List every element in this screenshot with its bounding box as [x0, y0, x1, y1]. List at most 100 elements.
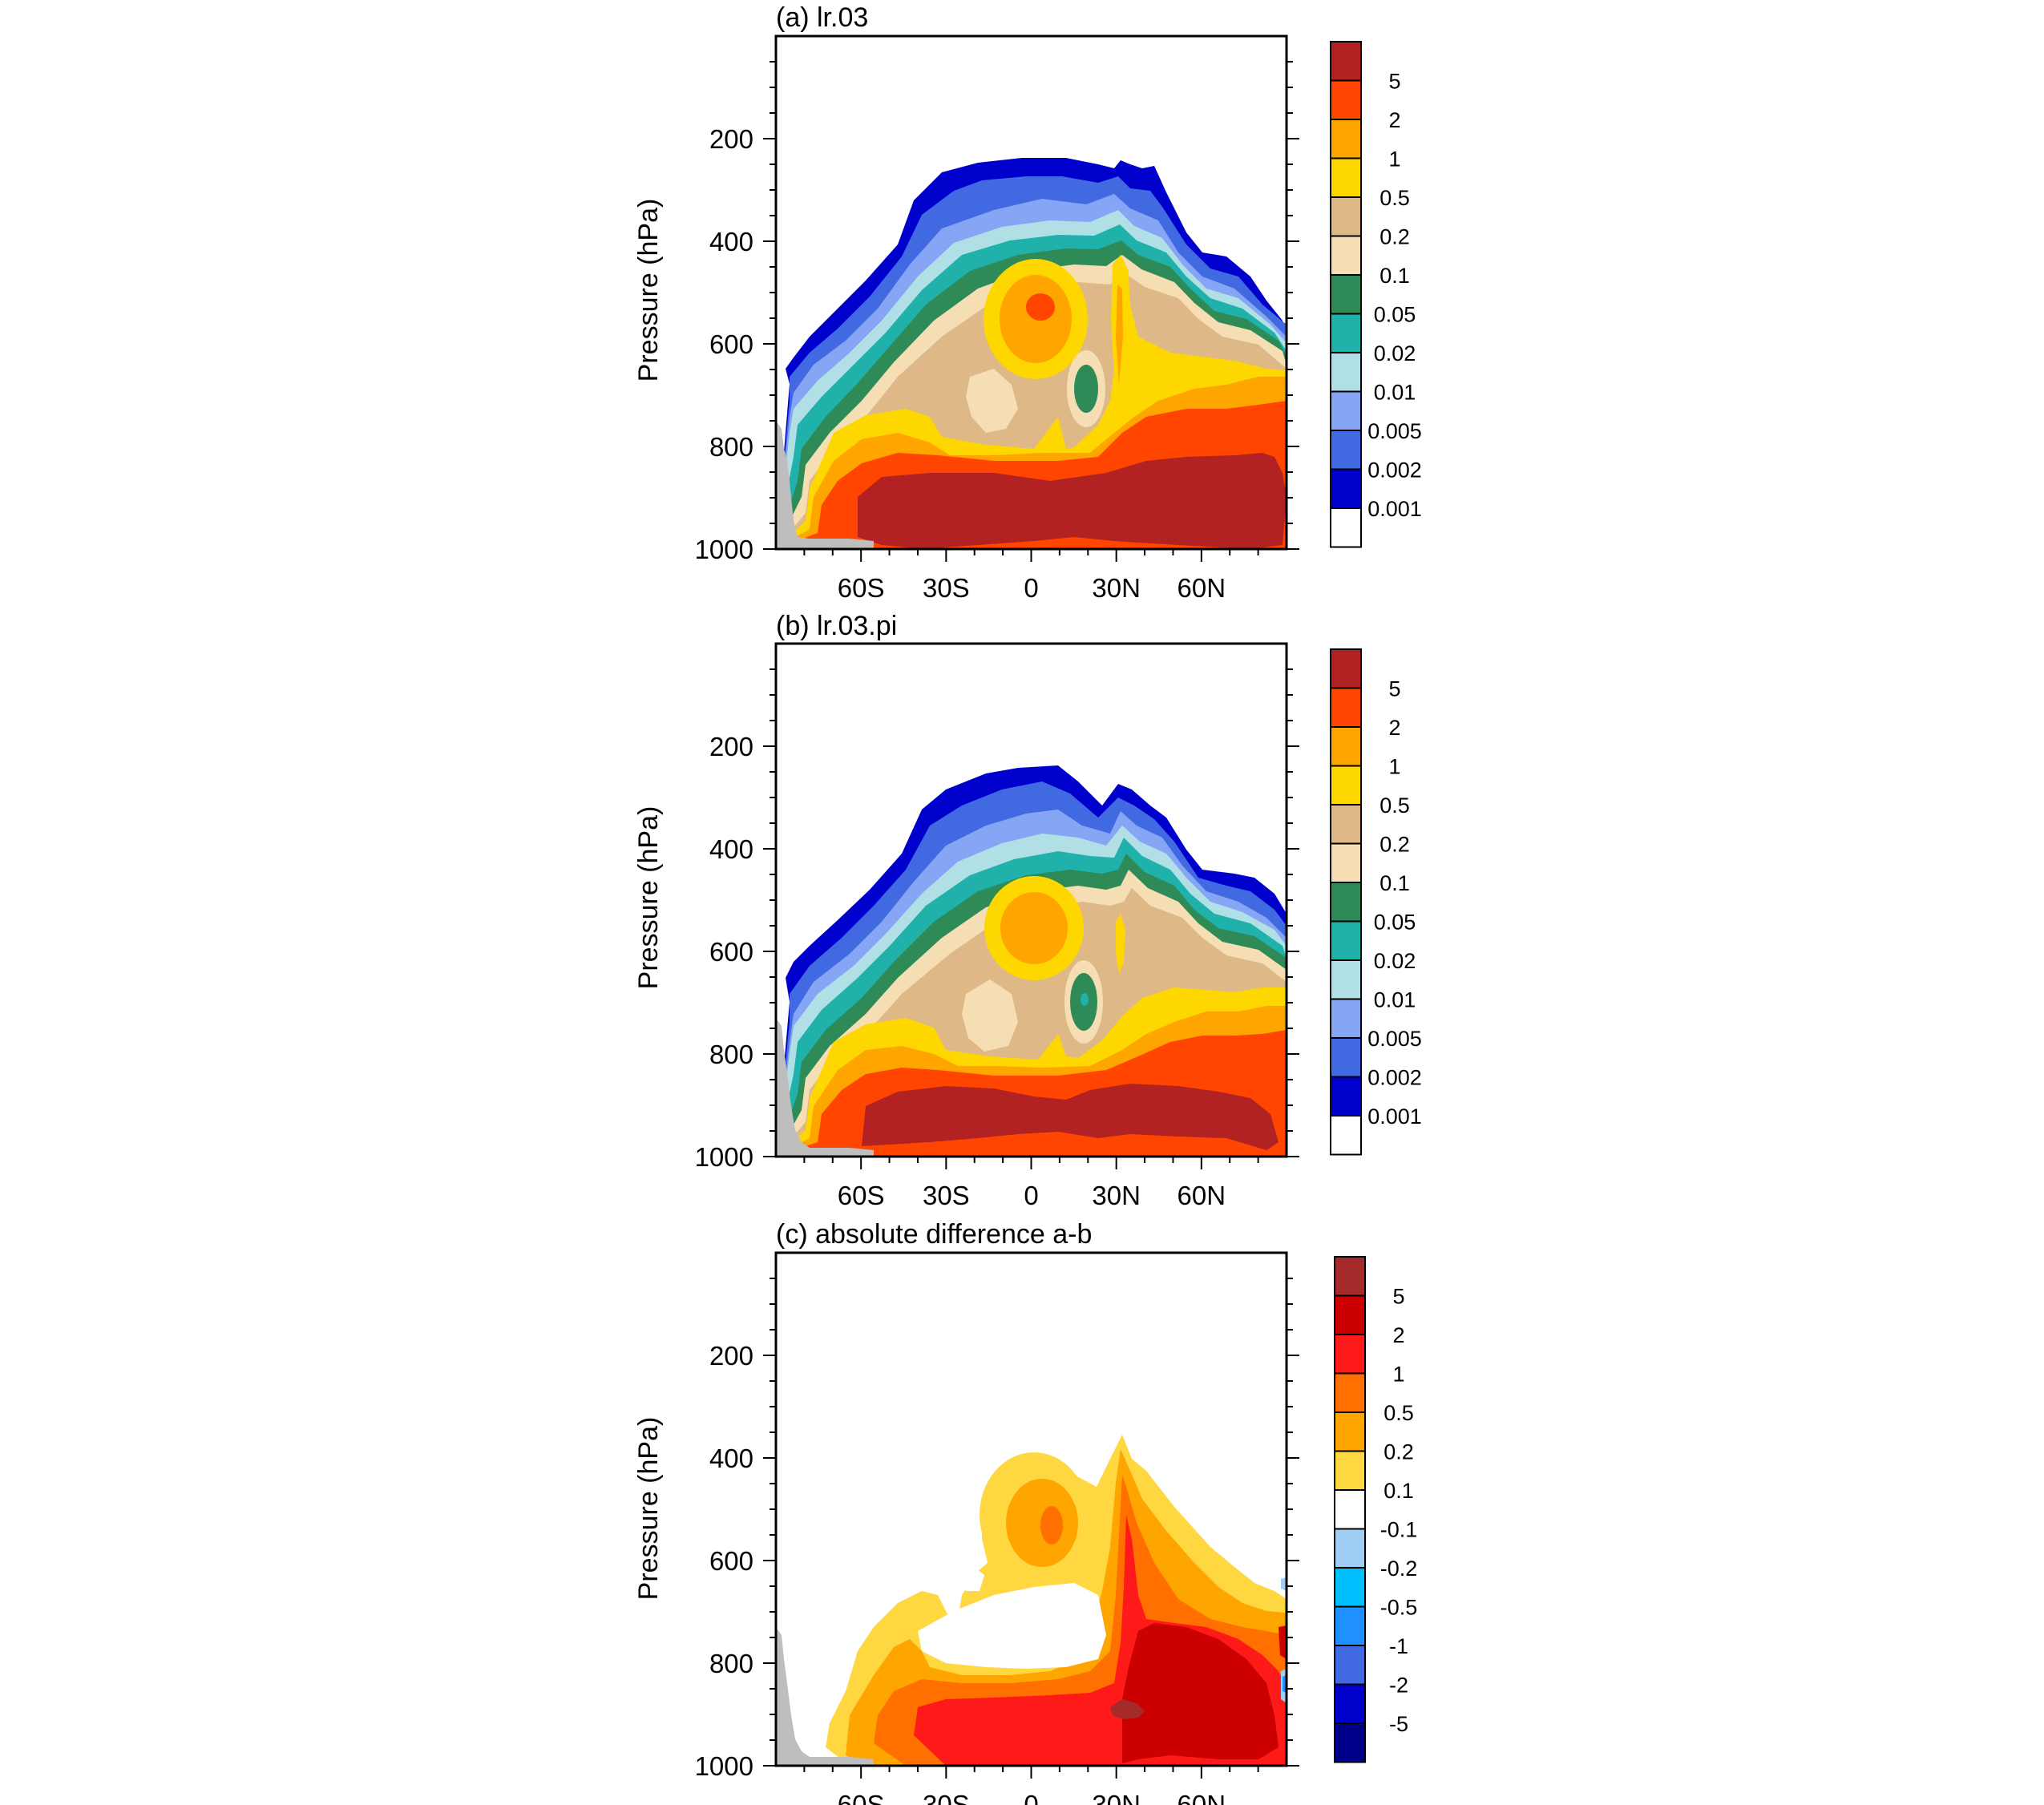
colorbar-b-box-11 — [1330, 1076, 1362, 1117]
colorbar-a-label-0: 5 — [1388, 70, 1400, 94]
field-b-eq-band-1 — [1000, 892, 1068, 964]
field-c-2 — [1122, 1623, 1279, 1763]
ytick-label-a-600: 600 — [709, 329, 753, 359]
topography-a — [776, 421, 874, 549]
colorbar-c-label-1: 2 — [1392, 1323, 1404, 1347]
ytick-label-a-800: 800 — [709, 432, 753, 462]
ytick-label-c-1000: 1000 — [695, 1751, 753, 1781]
colorbar-b-label-2: 1 — [1388, 755, 1400, 779]
colorbar-c-label-10: -2 — [1389, 1674, 1408, 1698]
colorbar-b-label-10: 0.002 — [1367, 1066, 1422, 1090]
colorbar-c-box-0 — [1334, 1256, 1366, 1297]
field-c-polar-red — [1279, 1625, 1287, 1659]
colorbar-a-label-11: 0.001 — [1367, 497, 1422, 521]
xtick-label-a-30N: 30N — [1092, 573, 1141, 603]
colorbar-c-box-2 — [1334, 1334, 1366, 1375]
ytick-label-a-400: 400 — [709, 227, 753, 256]
colorbar-a-label-9: 0.005 — [1367, 419, 1422, 443]
topography-b — [776, 1018, 874, 1157]
colorbar-c: 5 2 1 0.5 0.2 0.1 -0.1 -0.2 -0.5 -1 -2 -5 — [1334, 1256, 1418, 1763]
colorbar-a-label-3: 0.5 — [1379, 186, 1410, 210]
colorbar-c-box-3 — [1334, 1372, 1366, 1413]
colorbar-a-label-1: 2 — [1388, 108, 1400, 132]
colorbar-b-box-5 — [1330, 842, 1362, 883]
ytick-label-c-200: 200 — [709, 1341, 753, 1371]
panel-b-field — [776, 644, 1287, 1157]
panel-b: (b) lr.03.pi Pressure (hPa) — [633, 611, 1288, 1158]
field-a-plume-inner — [1116, 285, 1123, 385]
panel-c: (c) absolute difference a-b Pressure (hP… — [633, 1219, 1288, 1767]
colorbar-a-box-5 — [1330, 235, 1362, 276]
colorbar-c-box-7 — [1334, 1528, 1366, 1569]
colorbar-c-box-4 — [1334, 1411, 1366, 1452]
xtick-label-c-60N: 60N — [1178, 1790, 1226, 1805]
colorbar-c-box-9 — [1334, 1605, 1366, 1646]
colorbar-b-label-3: 0.5 — [1379, 793, 1410, 818]
colorbar-b: 5 2 1 0.5 0.2 0.1 0.05 0.02 0.01 0.005 0.002 0.001 — [1330, 648, 1422, 1156]
colorbar-c-label-8: -0.5 — [1380, 1596, 1418, 1620]
colorbar-a-label-5: 0.1 — [1379, 264, 1410, 288]
colorbar-c-label-11: -5 — [1389, 1712, 1408, 1736]
ytick-label-b-600: 600 — [709, 937, 753, 967]
ytick-label-b-800: 800 — [709, 1040, 753, 1069]
panel-c-title: (c) absolute difference a-b — [776, 1219, 1092, 1250]
colorbar-a-label-2: 1 — [1388, 147, 1400, 172]
xtick-label-b-60N: 60N — [1178, 1181, 1226, 1210]
colorbar-c-label-4: 0.2 — [1384, 1440, 1414, 1464]
field-a-south-0.1 — [966, 369, 1018, 433]
colorbar-a-label-10: 0.002 — [1367, 458, 1422, 483]
colorbar-c-label-0: 5 — [1392, 1285, 1404, 1309]
axes-a: 200 400 600 800 1000 60S 30S 0 30N 60N — [695, 61, 1299, 603]
colorbar-a-box-3 — [1330, 157, 1362, 198]
panel-b-ylabel: Pressure (hPa) — [633, 806, 664, 990]
field-c-up-0.5 — [1040, 1506, 1063, 1545]
xtick-label-a-0: 0 — [1024, 573, 1038, 603]
colorbar-c-label-5: 0.1 — [1384, 1479, 1414, 1503]
colorbar-b-box-6 — [1330, 882, 1362, 923]
colorbar-a-box-6 — [1330, 274, 1362, 315]
xtick-label-c-60S: 60S — [838, 1790, 885, 1805]
colorbar-c-label-2: 1 — [1392, 1363, 1404, 1387]
field-c-polar-neg3 — [1281, 1577, 1287, 1591]
colorbar-c-label-3: 0.5 — [1384, 1401, 1414, 1425]
colorbar-c-box-5 — [1334, 1450, 1366, 1491]
colorbar-a-label-7: 0.02 — [1374, 341, 1416, 365]
panel-a-title: (a) lr.03 — [776, 2, 868, 33]
panel-c-ylabel: Pressure (hPa) — [633, 1417, 664, 1601]
xtick-label-b-30S: 30S — [923, 1181, 970, 1210]
panel-a: (a) lr.03 Pressure (hPa) — [633, 2, 1288, 551]
colorbar-a-label-6: 0.05 — [1374, 303, 1416, 327]
xtick-label-c-0: 0 — [1024, 1790, 1038, 1805]
colorbar-b-box-1 — [1330, 687, 1362, 728]
colorbar-b-box-0 — [1330, 648, 1362, 689]
colorbar-b-label-8: 0.01 — [1374, 988, 1416, 1012]
colorbar-b-label-11: 0.001 — [1367, 1104, 1422, 1129]
panel-b-title: (b) lr.03.pi — [776, 611, 897, 641]
colorbar-c-box-11 — [1334, 1683, 1366, 1724]
field-c-blank-pocket — [918, 1583, 1106, 1669]
xtick-label-b-0: 0 — [1024, 1181, 1038, 1210]
colorbar-c-box-10 — [1334, 1645, 1366, 1686]
panel-a-ylabel: Pressure (hPa) — [633, 199, 664, 382]
xtick-label-a-60N: 60N — [1178, 573, 1226, 603]
panel-a-field — [776, 36, 1287, 549]
field-b-5 — [862, 1084, 1279, 1150]
topography-c — [776, 1627, 874, 1766]
colorbar-b-box-2 — [1330, 726, 1362, 767]
colorbar-a-label-8: 0.01 — [1374, 381, 1416, 405]
colorbar-b-label-0: 5 — [1388, 677, 1400, 701]
field-a-eq-band-2 — [1026, 293, 1055, 321]
colorbar-a-box-2 — [1330, 119, 1362, 160]
colorbar-c-label-9: -1 — [1389, 1634, 1408, 1658]
colorbar-a-box-1 — [1330, 79, 1362, 120]
xtick-label-a-30S: 30S — [923, 573, 970, 603]
colorbar-b-box-8 — [1330, 959, 1362, 1000]
colorbar-a-label-4: 0.2 — [1379, 225, 1410, 249]
field-c-5 — [1110, 1699, 1145, 1719]
axes-c: 200 400 600 800 1000 60S 30S 0 30N 60N — [695, 1278, 1299, 1805]
colorbar-b-label-7: 0.02 — [1374, 949, 1416, 973]
colorbar-b-box-10 — [1330, 1037, 1362, 1078]
ytick-label-c-600: 600 — [709, 1546, 753, 1576]
colorbar-c-box-8 — [1334, 1567, 1366, 1608]
